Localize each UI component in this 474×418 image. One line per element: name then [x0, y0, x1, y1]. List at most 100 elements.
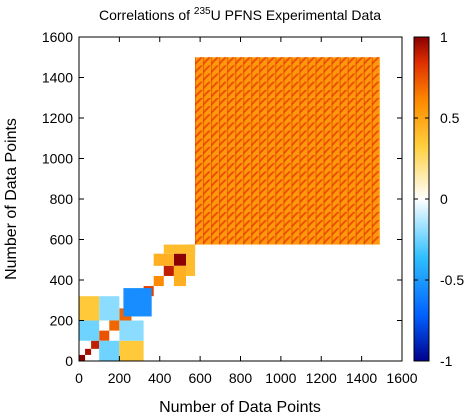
- large-block-cell-diagonal: [323, 106, 332, 115]
- large-block-cell-edge: [363, 195, 365, 204]
- large-block-cell-diagonal: [347, 130, 356, 139]
- large-block-cell-edge: [355, 228, 357, 237]
- large-block-cell-diagonal: [251, 154, 260, 164]
- y-tick-label: 1200: [42, 110, 73, 126]
- large-block-cell-diagonal: [227, 187, 236, 196]
- large-block-cell-edge: [291, 203, 293, 212]
- large-block-cell-edge: [371, 65, 373, 74]
- large-block-cell-diagonal: [203, 163, 212, 172]
- large-block-cell-diagonal: [331, 187, 340, 196]
- large-block-cell-edge: [299, 236, 301, 245]
- large-block-cell-edge: [195, 211, 197, 221]
- large-block-cell-edge: [299, 65, 301, 74]
- large-block-cell-edge: [227, 228, 229, 237]
- large-block-cell-edge: [267, 57, 269, 66]
- large-block-cell-edge: [251, 211, 253, 221]
- large-block-cell-diagonal: [307, 65, 316, 74]
- large-block-cell-edge: [267, 122, 269, 131]
- large-block-cell-diagonal: [267, 89, 276, 98]
- large-block-cell-edge: [203, 203, 205, 212]
- large-block-cell-diagonal: [259, 57, 268, 66]
- large-block-cell-diagonal: [347, 220, 356, 229]
- large-block-cell-edge: [371, 187, 373, 196]
- large-block-cell-diagonal: [211, 211, 220, 221]
- large-block-cell-diagonal: [339, 114, 348, 123]
- large-block-cell-edge: [267, 211, 269, 221]
- large-block-cell-edge: [371, 171, 373, 180]
- large-block-cell-diagonal: [299, 81, 308, 90]
- large-block-cell-edge: [203, 106, 205, 115]
- large-block-cell-diagonal: [283, 187, 292, 196]
- large-block-cell-diagonal: [275, 138, 284, 147]
- large-block-cell-edge: [363, 106, 365, 115]
- colorbar-tick-label: 0.5: [440, 110, 460, 126]
- large-block-cell-edge: [219, 195, 221, 204]
- large-block-cell-edge: [371, 154, 373, 164]
- large-block-cell-diagonal: [291, 220, 300, 229]
- large-block-cell-edge: [243, 73, 245, 82]
- large-block-cell-edge: [363, 65, 365, 74]
- large-block-cell-diagonal: [347, 154, 356, 164]
- large-block-cell-edge: [259, 65, 261, 74]
- large-block-cell-edge: [235, 106, 237, 115]
- large-block-cell-diagonal: [243, 228, 252, 237]
- large-block-cell-edge: [315, 154, 317, 164]
- large-block-cell-diagonal: [363, 154, 372, 164]
- large-block-cell-diagonal: [227, 97, 236, 107]
- large-block-cell-diagonal: [267, 114, 276, 123]
- large-block-cell-diagonal: [355, 57, 364, 66]
- large-block-cell-diagonal: [251, 228, 260, 237]
- large-block-cell-edge: [371, 122, 373, 131]
- large-block-cell-diagonal: [299, 146, 308, 155]
- large-block-cell-diagonal: [355, 89, 364, 98]
- large-block-cell-diagonal: [331, 203, 340, 212]
- large-block-cell-diagonal: [339, 89, 348, 98]
- large-block-cell-diagonal: [355, 228, 364, 237]
- large-block-cell-edge: [219, 179, 221, 188]
- y-tick-label: 1400: [42, 70, 73, 86]
- large-block-cell-edge: [235, 97, 237, 107]
- large-block-cell-edge: [235, 73, 237, 82]
- large-block-cell-edge: [203, 73, 205, 82]
- large-block-cell-diagonal: [355, 179, 364, 188]
- large-block-cell-diagonal: [363, 195, 372, 204]
- large-block-cell-edge: [211, 81, 213, 90]
- large-block-cell-edge: [355, 73, 357, 82]
- large-block-cell-edge: [267, 220, 269, 229]
- large-block-cell-edge: [299, 114, 301, 123]
- large-block-cell-diagonal: [267, 203, 276, 212]
- large-block-cell-diagonal: [291, 122, 300, 131]
- large-block-cell-diagonal: [331, 122, 340, 131]
- large-block-cell-edge: [219, 57, 221, 66]
- large-block-cell-edge: [275, 179, 277, 188]
- large-block-cell-diagonal: [267, 236, 276, 245]
- large-block-cell-diagonal: [227, 203, 236, 212]
- large-block-cell-diagonal: [363, 106, 372, 115]
- large-block-cell-diagonal: [347, 97, 356, 107]
- large-block-cell-edge: [291, 236, 293, 245]
- large-block-cell-diagonal: [243, 211, 252, 221]
- large-block-cell-diagonal: [243, 106, 252, 115]
- large-block-cell-diagonal: [299, 163, 308, 172]
- large-block-cell-edge: [251, 220, 253, 229]
- large-block-cell-diagonal: [227, 179, 236, 188]
- large-block-cell-diagonal: [211, 220, 220, 229]
- large-block-cell-edge: [355, 179, 357, 188]
- large-block-cell-diagonal: [371, 114, 380, 123]
- large-block-cell-edge: [235, 236, 237, 245]
- large-block-cell-diagonal: [259, 154, 268, 164]
- large-block-cell-edge: [275, 187, 277, 196]
- large-block-cell-diagonal: [267, 130, 276, 139]
- large-block-cell-edge: [275, 146, 277, 155]
- large-block-cell-edge: [323, 211, 325, 221]
- large-block-cell-edge: [219, 122, 221, 131]
- large-block-cell-edge: [259, 122, 261, 131]
- large-block-cell-edge: [251, 97, 253, 107]
- large-block-cell-edge: [243, 81, 245, 90]
- large-block-cell-diagonal: [243, 73, 252, 82]
- large-block-cell-edge: [339, 130, 341, 139]
- large-block-cell-edge: [203, 122, 205, 131]
- large-block-cell-edge: [219, 187, 221, 196]
- large-block-cell-edge: [291, 138, 293, 147]
- large-block-cell-diagonal: [315, 179, 324, 188]
